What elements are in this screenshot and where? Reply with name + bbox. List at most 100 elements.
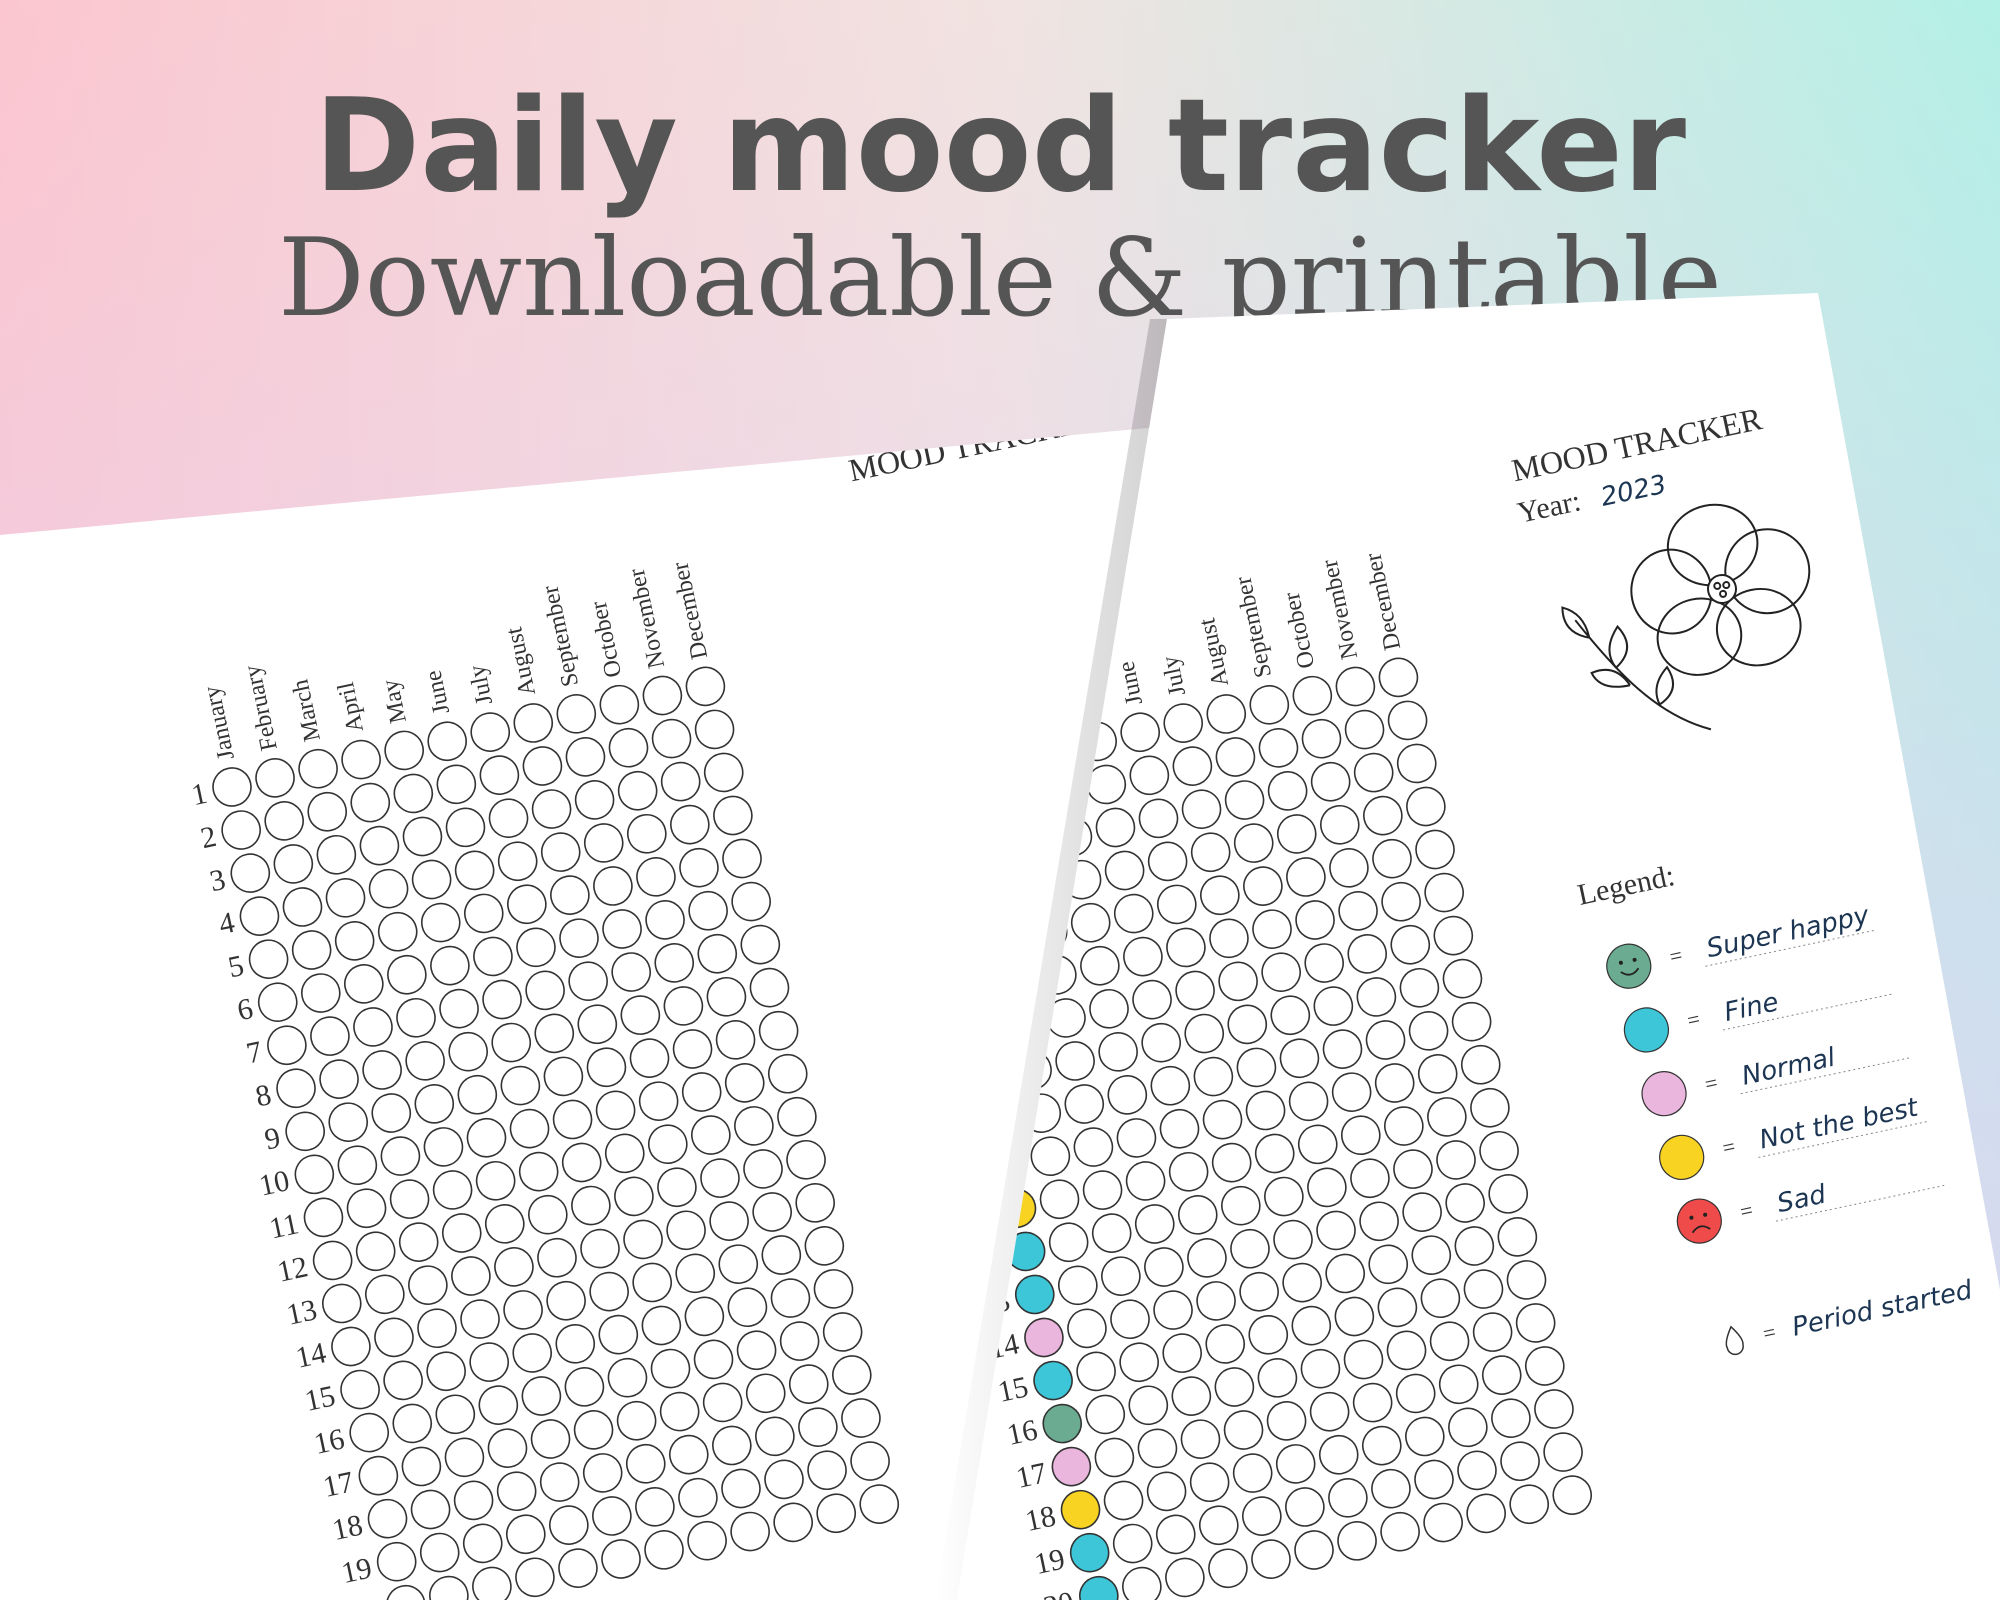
day-circle	[426, 1351, 466, 1392]
day-label: 15	[302, 1379, 338, 1418]
day-circle	[1359, 1201, 1399, 1242]
day-circle	[727, 1287, 768, 1328]
day-circle	[1454, 1226, 1495, 1266]
day-circle	[1180, 1419, 1221, 1459]
day-circle	[384, 730, 424, 771]
day-circle	[387, 954, 427, 995]
day-circle	[1509, 1484, 1549, 1525]
day-label: 19	[1032, 1542, 1068, 1581]
day-circle	[1163, 703, 1204, 743]
day-circle	[540, 832, 581, 872]
day-circle	[1091, 1213, 1132, 1253]
day-circle	[1190, 832, 1231, 873]
day-circle	[1402, 1192, 1442, 1232]
day-circle	[681, 1072, 722, 1112]
day-circle	[1365, 1020, 1406, 1060]
day-circle	[1481, 1355, 1522, 1395]
day-circle	[1224, 780, 1265, 820]
day-circle	[1331, 1072, 1372, 1112]
day-circle	[788, 1364, 829, 1404]
day-circle	[1384, 1106, 1424, 1146]
day-circle	[1414, 1459, 1454, 1500]
day-circle	[1122, 1566, 1162, 1600]
day-circle	[1424, 872, 1464, 913]
day-circle	[1200, 875, 1240, 916]
day-circle	[650, 1348, 691, 1389]
day-circle	[1175, 970, 1215, 1011]
day-circle	[396, 997, 436, 1038]
day-circle	[321, 1283, 362, 1324]
day-circle	[1295, 900, 1335, 940]
day-circle	[398, 1222, 439, 1262]
day-circle	[1048, 1222, 1089, 1263]
day-circle	[592, 1496, 632, 1536]
day-circle	[298, 748, 338, 789]
day-circle	[589, 1271, 629, 1312]
face-mouth	[1691, 1225, 1711, 1234]
day-label: 19	[339, 1551, 375, 1590]
day-circle	[678, 1477, 718, 1518]
day-circle	[731, 881, 771, 922]
day-circle	[1153, 1290, 1193, 1330]
day-circle	[755, 1416, 795, 1457]
day-circle	[1466, 1493, 1506, 1534]
day-circle	[859, 1484, 900, 1524]
day-circle	[583, 823, 624, 863]
day-circle	[1347, 934, 1388, 974]
day-circle	[1193, 1056, 1234, 1097]
day-circle	[556, 694, 597, 734]
day-circle	[700, 1158, 740, 1198]
legend-swatch	[1606, 943, 1652, 989]
day-circle	[444, 1437, 485, 1478]
mood-dot	[1051, 1446, 1092, 1487]
day-circle	[586, 1047, 627, 1088]
day-circle	[546, 1280, 586, 1321]
day-circle	[559, 918, 599, 958]
day-circle	[599, 684, 640, 725]
legend-underline	[1758, 1120, 1930, 1158]
day-circle	[724, 1063, 765, 1103]
day-circle	[276, 1068, 316, 1109]
day-circle	[761, 1235, 802, 1275]
day-circle	[1316, 1210, 1356, 1251]
day-circle	[1230, 1228, 1270, 1269]
day-circle	[1215, 737, 1256, 777]
day-circle	[1202, 1099, 1243, 1140]
day-circle	[1089, 988, 1129, 1029]
day-circle	[668, 1434, 709, 1475]
day-circle	[1245, 1090, 1286, 1131]
day-circle	[552, 1099, 593, 1140]
day-circle	[1101, 1256, 1141, 1296]
day-circle	[435, 1394, 476, 1435]
legend-underline	[1740, 1056, 1913, 1095]
day-circle	[1266, 1401, 1307, 1441]
day-circle	[462, 1523, 503, 1564]
day-circle	[611, 952, 651, 992]
day-circle	[1445, 1183, 1485, 1223]
day-circle	[1058, 1265, 1098, 1306]
day-circle	[1356, 977, 1397, 1017]
day-circle	[401, 1446, 442, 1487]
day-circle	[1030, 1136, 1071, 1176]
day-circle	[1264, 1176, 1304, 1217]
day-circle	[1282, 1262, 1322, 1303]
day-circle	[752, 1192, 792, 1232]
day-circle	[1406, 786, 1446, 827]
day-circle	[1472, 1312, 1513, 1352]
day-label: 10	[256, 1164, 292, 1203]
day-label: 6	[234, 992, 256, 1027]
day-circle	[1166, 927, 1206, 968]
day-circle	[285, 1111, 325, 1152]
day-circle	[558, 1548, 598, 1588]
day-circle	[1328, 1478, 1368, 1518]
day-circle	[1233, 823, 1274, 863]
day-circle	[484, 1204, 525, 1244]
day-circle	[331, 1326, 371, 1367]
day-circle	[1112, 1523, 1153, 1564]
face-eye	[1618, 960, 1623, 965]
day-circle	[1335, 666, 1376, 707]
day-circle	[230, 853, 271, 893]
day-circle	[688, 890, 728, 931]
day-circle	[1098, 1032, 1138, 1072]
